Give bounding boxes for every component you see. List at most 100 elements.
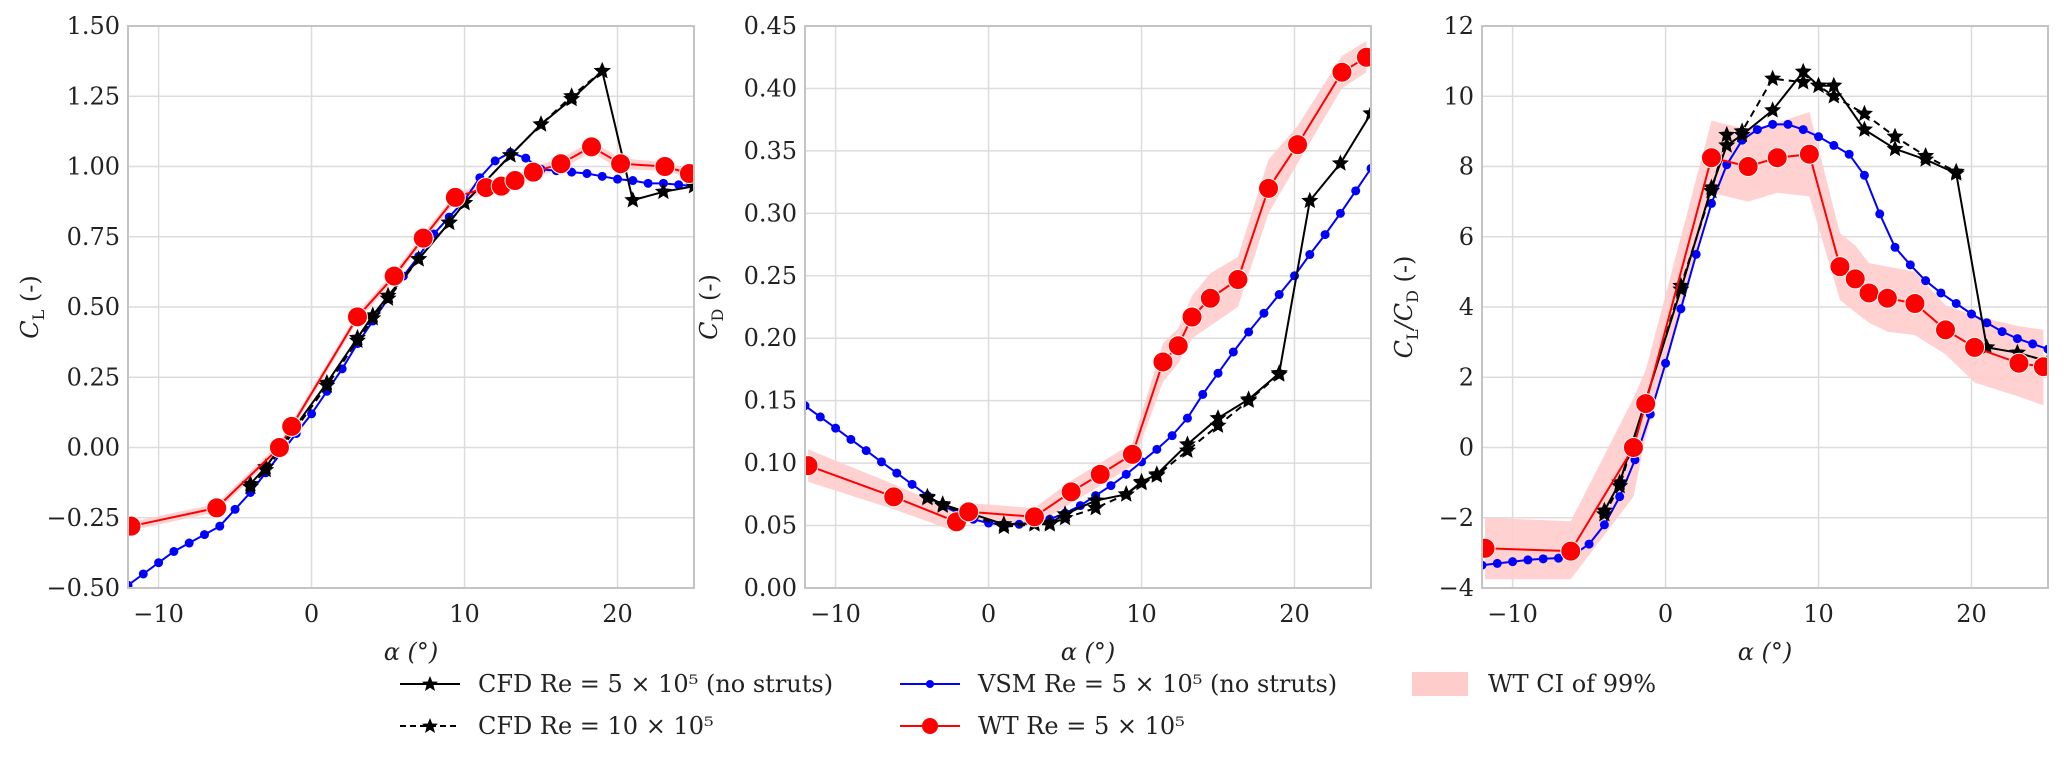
y-tick-label: −0.50: [46, 574, 120, 602]
y-tick-label: 1.00: [67, 153, 120, 181]
y-axis-label: CL (-): [16, 275, 48, 338]
data-point-vsm: [613, 174, 623, 184]
data-point-wt: [1858, 282, 1880, 304]
data-point-vsm: [1615, 492, 1625, 502]
data-point-vsm: [1106, 481, 1116, 491]
legend-label-wt: WT Re = 5 × 10⁵: [978, 712, 1185, 740]
series-line-wt: [130, 145, 690, 528]
data-point-cfd5: [379, 286, 397, 303]
data-point-vsm: [1198, 389, 1208, 399]
x-axis-label: α (°): [1738, 638, 1793, 666]
ci-band-wt: [1485, 112, 2044, 580]
axes-frame: [1481, 25, 2049, 589]
data-point-cfd10: [1764, 69, 1782, 86]
x-axis-label: α (°): [384, 638, 439, 666]
data-point-wt: [1844, 268, 1866, 290]
data-point-cfd5: [532, 115, 550, 132]
data-point-vsm: [1508, 557, 1518, 567]
data-point-wt: [281, 415, 303, 437]
data-point-vsm: [582, 169, 592, 179]
data-point-vsm: [1538, 554, 1548, 564]
data-point-cfd5: [624, 191, 642, 208]
legend-symbol-cfd10: [400, 718, 460, 733]
data-point-cfd5: [1362, 104, 1371, 121]
x-tick-label: 0: [304, 600, 319, 628]
data-point-vsm: [1905, 260, 1915, 270]
plot-area: [128, 62, 694, 588]
data-point-wt: [1935, 319, 1957, 341]
data-point-wt: [1331, 61, 1353, 83]
data-point-vsm: [628, 176, 638, 186]
data-point-wt: [383, 265, 405, 287]
x-tick-label: 10: [449, 600, 480, 628]
data-point-vsm: [138, 569, 148, 579]
ci-patch-icon: [1412, 672, 1468, 696]
legend-symbol-ci: [1412, 672, 1468, 696]
y-tick-label: −4: [1439, 574, 1474, 602]
data-point-cfd10: [1825, 87, 1843, 104]
legend-item-ci: WT CI of 99%: [1410, 670, 1656, 698]
chart-panel-2: −10 0 10 20 0.00 0.05 0.10 0.15 0.20 0.25 0.30 0.35…: [695, 12, 1372, 666]
data-point-wt: [1635, 393, 1657, 415]
axes-frame: [804, 25, 1372, 589]
series-line-vsm: [128, 151, 694, 587]
star-marker-icon: [422, 676, 438, 691]
data-point-cfd5: [501, 146, 519, 163]
x-tick-label: −10: [810, 600, 861, 628]
data-point-cfd5: [1672, 280, 1690, 297]
data-point-wt: [1482, 537, 1496, 559]
plot-area: [805, 41, 1371, 535]
dot-marker-icon: [926, 680, 934, 688]
data-point-cfd5: [348, 328, 366, 346]
data-point-vsm: [597, 171, 607, 181]
y-tick-label: 0.30: [744, 199, 797, 227]
data-point-vsm: [2028, 339, 2038, 349]
data-point-vsm: [1523, 555, 1533, 565]
star-marker-icon: [422, 718, 438, 733]
data-point-vsm: [128, 580, 133, 588]
data-point-vsm: [1859, 170, 1869, 180]
data-point-wt: [1355, 46, 1371, 68]
y-tick-label: 1.25: [67, 82, 120, 110]
x-tick-label: 0: [1658, 600, 1673, 628]
data-point-vsm: [1814, 132, 1824, 142]
data-point-cfd5: [1733, 125, 1751, 143]
legend-item-wt: WT Re = 5 × 10⁵: [900, 712, 1185, 740]
data-point-cfd5: [1240, 390, 1258, 407]
legend-item-vsm: VSM Re = 5 × 10⁵ (no struts): [900, 670, 1337, 698]
data-point-vsm: [1320, 230, 1330, 240]
data-point-wt: [346, 306, 368, 328]
data-point-cfd5: [1148, 465, 1166, 482]
y-label-sub: D: [708, 309, 727, 322]
data-point-wt: [883, 486, 905, 508]
data-point-vsm: [1584, 539, 1594, 549]
data-point-vsm: [1844, 149, 1854, 159]
data-point-cfd5: [1301, 191, 1319, 209]
data-point-vsm: [1967, 309, 1977, 319]
x-tick-label: 0: [981, 600, 996, 628]
data-point-cfd5: [1595, 501, 1613, 518]
data-point-vsm: [805, 401, 810, 411]
data-point-vsm: [1997, 327, 2007, 337]
data-point-vsm: [215, 521, 225, 531]
data-point-vsm: [1829, 140, 1839, 150]
data-point-wt: [805, 455, 819, 477]
data-point-wt: [550, 153, 572, 175]
data-point-vsm: [490, 156, 500, 166]
data-point-vsm: [1228, 347, 1238, 357]
data-point-cfd5: [410, 250, 428, 267]
data-point-cfd10: [1087, 499, 1105, 516]
y-label-suffix: (-): [16, 275, 44, 309]
data-point-wt: [128, 515, 142, 537]
y-tick-label: 0.75: [67, 223, 120, 251]
data-point-cfd10: [1209, 416, 1227, 433]
data-point-vsm: [831, 423, 841, 433]
legend-symbol-vsm: [900, 680, 960, 688]
data-point-vsm: [521, 153, 531, 163]
y-tick-label: −2: [1439, 504, 1474, 532]
data-point-vsm: [1951, 298, 1961, 308]
data-point-vsm: [307, 409, 317, 419]
y-tick-label: 4: [1459, 293, 1474, 321]
data-point-vsm: [1752, 125, 1762, 135]
